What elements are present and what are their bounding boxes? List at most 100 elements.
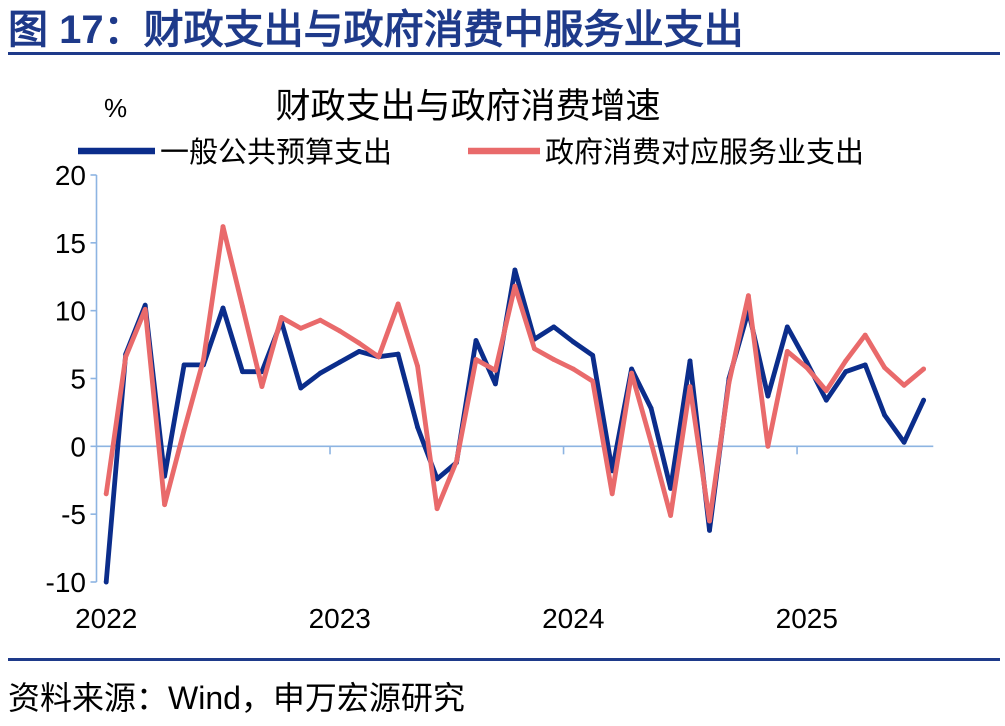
y-tick-label: 5 bbox=[70, 364, 86, 395]
series-1-point bbox=[103, 579, 109, 585]
footer-rule bbox=[8, 658, 1000, 661]
series-2-point bbox=[512, 283, 518, 289]
series-2-point bbox=[532, 346, 537, 352]
series-2-point bbox=[376, 354, 382, 360]
x-tick-label: 2025 bbox=[776, 603, 838, 634]
series-1-point bbox=[687, 358, 693, 364]
series-1-point bbox=[765, 393, 771, 399]
series-1-point bbox=[317, 370, 323, 376]
x-axis: 2022 2023 2024 2025 bbox=[75, 445, 934, 634]
series-2-point bbox=[493, 368, 498, 373]
series-1-point bbox=[862, 362, 868, 368]
series-1-point bbox=[395, 351, 401, 357]
y-tick-label: 10 bbox=[55, 296, 86, 327]
series-1-point bbox=[298, 385, 304, 391]
series-1-point bbox=[337, 359, 343, 365]
series-2-point bbox=[201, 357, 206, 362]
series-1-point bbox=[668, 486, 673, 491]
legend: 一般公共预算支出 政府消费对应服务业支出 bbox=[78, 136, 864, 169]
series-1-point bbox=[434, 476, 440, 482]
series-2-point bbox=[181, 427, 187, 433]
series-2-point bbox=[434, 506, 440, 512]
series-2-point bbox=[746, 293, 751, 299]
series-2-point bbox=[687, 384, 693, 389]
series-2-point bbox=[590, 378, 596, 384]
series-1-point bbox=[629, 366, 634, 372]
y-tick-label: 15 bbox=[55, 228, 86, 259]
series-1-point bbox=[181, 362, 187, 368]
series-2-point bbox=[279, 315, 284, 320]
x-tick-label: 2022 bbox=[75, 603, 137, 634]
series-1-point bbox=[240, 369, 245, 375]
legend-label-series-2: 政府消费对应服务业支出 bbox=[545, 136, 864, 169]
series-1-point bbox=[512, 267, 518, 273]
series-2-point bbox=[395, 301, 401, 307]
series-2-point bbox=[415, 363, 420, 369]
series-1-point bbox=[823, 397, 829, 403]
y-tick-label: 20 bbox=[55, 160, 86, 191]
series-1-line bbox=[103, 267, 926, 585]
series-1-point bbox=[493, 381, 498, 387]
series-2-point bbox=[162, 502, 168, 508]
series-1 bbox=[103, 267, 926, 585]
figure-header-title: 图 17：财政支出与政府消费中服务业支出 bbox=[8, 8, 744, 52]
series-2-point bbox=[668, 513, 673, 518]
y-tick-label: -10 bbox=[46, 567, 86, 598]
series-1-point bbox=[843, 369, 849, 375]
series-2-point bbox=[726, 380, 732, 385]
series-2-point bbox=[551, 357, 557, 362]
series-2-point bbox=[901, 382, 907, 388]
series-2-point bbox=[921, 366, 926, 372]
series-2-point bbox=[862, 332, 868, 338]
series-2-point bbox=[337, 328, 343, 334]
series-1-point bbox=[551, 324, 557, 330]
series-2-point bbox=[823, 388, 829, 394]
chart: 财政支出与政府消费增速 % 一般公共预算支出 政府消费对应服务业支出 -10 -5… bbox=[46, 87, 934, 634]
series-2-point bbox=[298, 325, 304, 331]
series-2-point bbox=[103, 491, 109, 497]
series-2-point bbox=[259, 384, 265, 389]
chart-title: 财政支出与政府消费增速 bbox=[275, 87, 660, 126]
series-2-point bbox=[804, 365, 810, 370]
plot-series bbox=[103, 224, 926, 585]
series-2 bbox=[103, 224, 926, 524]
series-2-point bbox=[220, 224, 226, 230]
series-1-point bbox=[220, 305, 226, 311]
legend-label-series-1: 一般公共预算支出 bbox=[160, 136, 392, 169]
header-rule bbox=[8, 52, 1000, 55]
y-tick-label: -5 bbox=[61, 499, 86, 530]
series-1-point bbox=[921, 397, 926, 403]
series-2-point bbox=[317, 317, 323, 323]
series-2-point bbox=[648, 439, 654, 445]
series-1-point bbox=[590, 353, 596, 358]
series-2-point bbox=[765, 443, 771, 449]
y-tick-label: 0 bbox=[70, 431, 86, 462]
x-tick-label: 2024 bbox=[542, 603, 604, 634]
series-1-point bbox=[356, 349, 362, 354]
series-2-point bbox=[570, 366, 576, 372]
series-2-point bbox=[609, 491, 615, 497]
series-2-point bbox=[123, 354, 129, 360]
series-1-point bbox=[901, 439, 907, 445]
series-2-point bbox=[882, 365, 887, 370]
series-2-point bbox=[473, 357, 479, 362]
x-tick-label: 2023 bbox=[309, 603, 371, 634]
series-1-point bbox=[648, 405, 654, 411]
series-2-point bbox=[707, 518, 712, 524]
series-2-point bbox=[356, 340, 362, 346]
series-1-point bbox=[415, 424, 420, 430]
source-note: 资料来源：Wind，申万宏源研究 bbox=[8, 680, 465, 716]
series-1-point bbox=[473, 338, 479, 343]
series-2-point bbox=[240, 304, 245, 309]
y-axis-unit-label: % bbox=[104, 93, 127, 123]
series-2-point bbox=[843, 358, 849, 364]
series-2-point bbox=[142, 306, 148, 312]
series-1-point bbox=[142, 302, 148, 308]
series-1-point bbox=[804, 359, 810, 365]
series-1-point bbox=[570, 339, 576, 345]
series-1-point bbox=[707, 528, 712, 533]
series-2-point bbox=[784, 349, 790, 354]
series-1-point bbox=[784, 324, 790, 330]
series-2-point bbox=[629, 370, 634, 376]
